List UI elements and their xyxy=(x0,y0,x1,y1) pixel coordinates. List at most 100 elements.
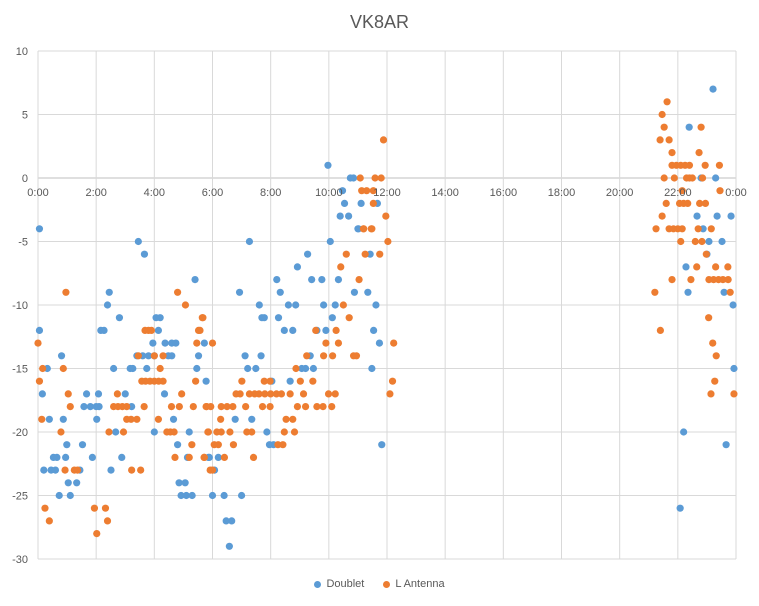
point-doublet xyxy=(260,314,268,322)
point-l-antenna xyxy=(388,377,397,385)
x-tick-label: 0:00 xyxy=(27,187,48,199)
point-doublet xyxy=(712,174,720,182)
point-l-antenna xyxy=(730,390,738,398)
point-doublet xyxy=(112,428,120,436)
point-doublet xyxy=(150,428,158,436)
legend-item-doublet: Doublet xyxy=(314,578,364,590)
point-l-antenna xyxy=(301,403,310,411)
point-doublet xyxy=(66,491,74,500)
point-l-antenna xyxy=(103,517,112,525)
y-tick-label: 10 xyxy=(16,46,28,58)
point-l-antenna xyxy=(90,504,99,512)
point-l-antenna xyxy=(696,199,704,207)
point-l-antenna xyxy=(223,403,231,411)
point-doublet xyxy=(222,517,230,525)
point-doublet xyxy=(129,364,137,373)
point-l-antenna xyxy=(290,428,299,436)
x-tick-label: 6:00 xyxy=(202,187,223,199)
point-doublet xyxy=(241,352,249,360)
point-doublet xyxy=(214,453,222,461)
point-doublet xyxy=(228,517,236,525)
point-l-antenna xyxy=(34,339,42,347)
point-l-antenna xyxy=(192,377,200,385)
point-doublet xyxy=(318,276,326,284)
point-l-antenna xyxy=(670,174,678,182)
legend-marker-l-antenna xyxy=(383,580,391,588)
point-doublet xyxy=(699,225,707,233)
point-doublet xyxy=(364,288,372,296)
point-doublet xyxy=(174,441,182,449)
point-doublet xyxy=(220,491,228,500)
point-l-antenna xyxy=(656,136,664,144)
point-l-antenna xyxy=(127,415,135,423)
point-l-antenna xyxy=(662,199,670,207)
point-l-antenna xyxy=(724,263,732,271)
point-doublet xyxy=(51,466,60,474)
point-l-antenna xyxy=(147,326,156,334)
point-doublet xyxy=(322,326,330,334)
point-l-antenna xyxy=(337,263,345,271)
point-l-antenna xyxy=(289,415,297,423)
point-doublet xyxy=(727,212,735,220)
point-l-antenna xyxy=(651,288,659,296)
point-l-antenna xyxy=(361,250,369,258)
point-l-antenna xyxy=(707,225,715,233)
point-l-antenna xyxy=(309,377,317,385)
point-l-antenna xyxy=(188,441,196,449)
point-l-antenna xyxy=(220,453,229,461)
point-doublet xyxy=(372,301,380,309)
point-doublet xyxy=(244,364,252,373)
point-l-antenna xyxy=(217,415,225,423)
point-l-antenna xyxy=(185,453,193,461)
point-doublet xyxy=(53,453,61,461)
point-doublet xyxy=(301,364,310,373)
point-l-antenna xyxy=(64,390,72,398)
point-l-antenna xyxy=(140,403,148,411)
point-l-antenna xyxy=(701,161,709,169)
point-l-antenna xyxy=(705,314,713,322)
point-doublet xyxy=(59,415,67,423)
point-doublet xyxy=(191,276,199,284)
point-doublet xyxy=(45,415,53,423)
point-l-antenna xyxy=(73,466,82,474)
point-l-antenna xyxy=(280,428,288,436)
point-doublet xyxy=(134,237,142,246)
point-l-antenna xyxy=(226,428,234,436)
point-doublet xyxy=(293,263,302,271)
point-l-antenna xyxy=(93,530,101,538)
point-l-antenna xyxy=(229,441,238,449)
point-l-antenna xyxy=(238,377,246,385)
point-l-antenna xyxy=(711,377,719,385)
point-l-antenna xyxy=(386,390,394,398)
point-doublet xyxy=(326,237,334,246)
point-l-antenna xyxy=(204,428,213,436)
point-doublet xyxy=(366,250,374,258)
point-l-antenna xyxy=(368,225,376,233)
point-doublet xyxy=(208,491,217,500)
point-doublet xyxy=(82,390,91,398)
point-l-antenna xyxy=(719,276,727,284)
legend-item-l-antenna: L Antenna xyxy=(383,578,445,590)
point-l-antenna xyxy=(193,339,201,347)
point-doublet xyxy=(338,187,347,195)
point-l-antenna xyxy=(128,466,136,474)
point-l-antenna xyxy=(113,390,121,398)
point-doublet xyxy=(35,225,44,233)
point-l-antenna xyxy=(159,377,167,385)
point-l-antenna xyxy=(261,390,269,398)
point-l-antenna xyxy=(282,415,290,423)
point-l-antenna xyxy=(369,187,377,195)
point-doublet xyxy=(143,364,151,373)
point-doublet xyxy=(63,441,71,449)
point-doublet xyxy=(182,491,190,500)
point-l-antenna xyxy=(260,377,268,385)
point-doublet xyxy=(107,466,115,474)
point-doublet xyxy=(319,301,328,309)
point-doublet xyxy=(328,314,336,322)
point-l-antenna xyxy=(170,428,178,436)
point-doublet xyxy=(263,428,271,436)
point-doublet xyxy=(276,288,284,296)
point-doublet xyxy=(713,212,721,220)
point-doublet xyxy=(676,504,684,512)
point-doublet xyxy=(40,466,48,474)
